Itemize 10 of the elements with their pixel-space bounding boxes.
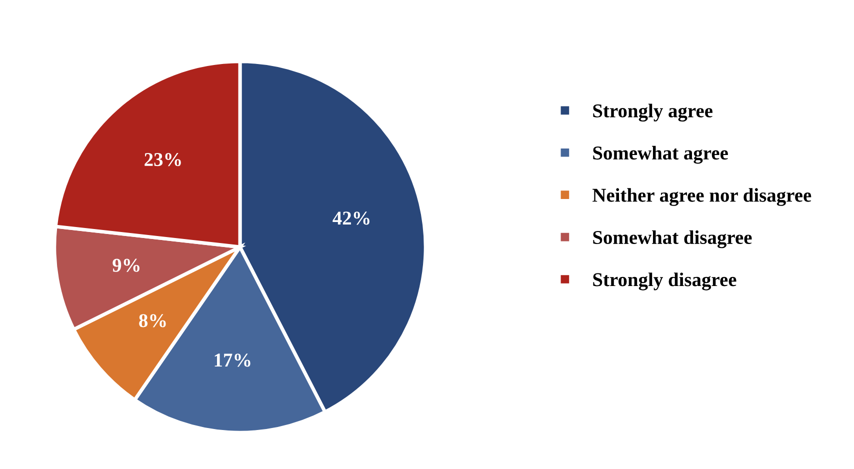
legend-label: Somewhat disagree: [593, 230, 752, 248]
data-label: 9%: [112, 258, 140, 272]
legend-label: Strongly agree: [593, 104, 712, 122]
data-label: 23%: [144, 152, 181, 166]
data-label: 42%: [332, 212, 370, 225]
legend-label: Somewhat agree: [593, 146, 728, 164]
data-label: 8%: [139, 314, 166, 328]
legend-label: Neither agree nor disagree: [592, 188, 812, 206]
data-label: 17%: [214, 354, 250, 367]
legend-label: Strongly disagree: [593, 272, 736, 290]
